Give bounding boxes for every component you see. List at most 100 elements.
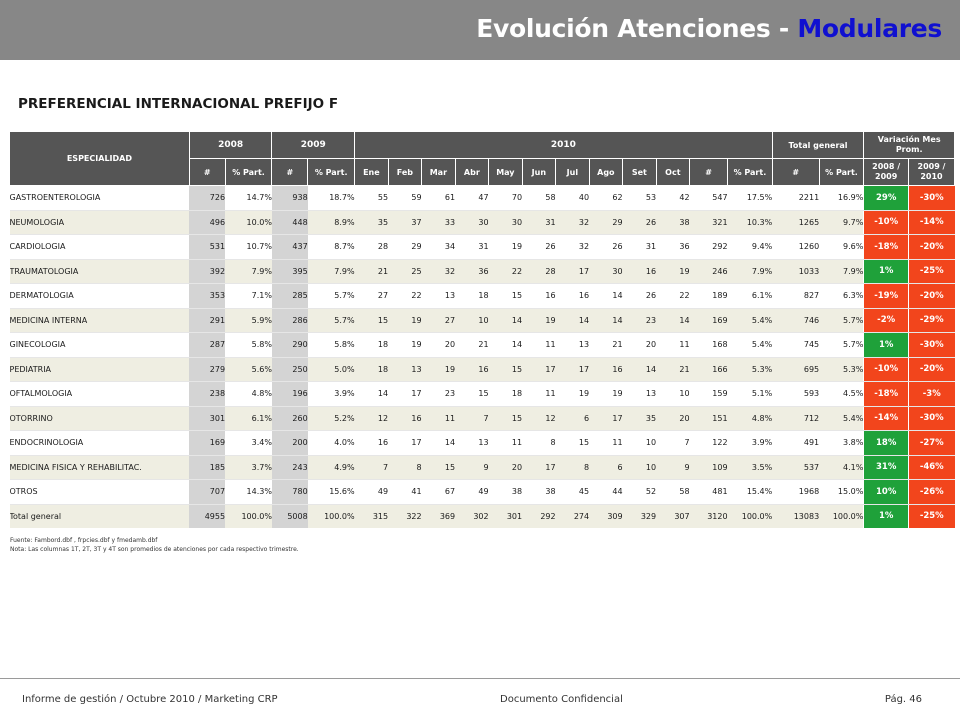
cell-var-2008-2009: -18% — [863, 234, 909, 260]
cell-month-oct: 9 — [656, 455, 690, 480]
cell-month-ene: 49 — [354, 479, 389, 505]
cell-total-count: 745 — [772, 332, 820, 358]
cell-month-abr: 47 — [455, 185, 489, 211]
cell-month-set: 52 — [622, 479, 657, 505]
cell-var-2008-2009: 18% — [863, 430, 909, 456]
cell-month-mar: 14 — [421, 430, 456, 456]
cell-month-mar: 67 — [421, 479, 456, 505]
cell-2008-pct: 5.8% — [225, 332, 272, 358]
col-variacion: Variación Mes Prom. — [863, 131, 955, 159]
cell-2009-pct: 18.7% — [307, 185, 355, 211]
cell-2009-count: 437 — [271, 234, 308, 260]
table-notes: Fuente: Fambord.dbf , frpcies.dbf y fmed… — [10, 536, 299, 554]
cell-total-count: 1968 — [772, 479, 820, 505]
cell-2010-pct: 3.9% — [727, 430, 773, 456]
cell-2009-count: 938 — [271, 185, 308, 211]
cell-month-jun: 11 — [522, 381, 556, 407]
cell-month-set: 35 — [622, 406, 657, 431]
cell-month-ago: 309 — [589, 503, 623, 528]
cell-month-jun: 11 — [522, 332, 556, 358]
cell-month-ene: 16 — [354, 430, 389, 456]
cell-2008-count: 707 — [189, 479, 226, 505]
cell-total-pct: 5.7% — [819, 308, 864, 333]
cell-var-2008-2009: 1% — [863, 503, 909, 528]
cell-2010-pct: 100.0% — [727, 503, 773, 528]
table-row: PEDIATRIA 279 5.6% 250 5.0% 18 13 19 16 15 17 17 16 1… — [9, 357, 955, 382]
cell-month-mar: 61 — [421, 185, 456, 211]
col-2010-pct: % Part. — [727, 158, 773, 186]
cell-month-ago: 14 — [589, 283, 623, 309]
cell-month-feb: 17 — [388, 430, 422, 456]
cell-month-ene: 18 — [354, 357, 389, 382]
cell-month-jul: 45 — [555, 479, 590, 505]
cell-var-2009-2010: -30% — [908, 406, 955, 431]
cell-month-oct: 38 — [656, 210, 690, 235]
cell-month-jul: 15 — [555, 430, 590, 456]
cell-month-oct: 22 — [656, 283, 690, 309]
cell-2010-count: 292 — [689, 234, 728, 260]
cell-2008-count: 4955 — [189, 503, 226, 528]
cell-total-count: 1265 — [772, 210, 820, 235]
cell-2010-count: 321 — [689, 210, 728, 235]
cell-month-ene: 55 — [354, 185, 389, 211]
cell-var-2008-2009: 29% — [863, 185, 909, 211]
cell-month-ene: 7 — [354, 455, 389, 480]
table-row: OTROS 707 14.3% 780 15.6% 49 41 67 49 38 38 45 44 52 5… — [9, 479, 955, 505]
cell-var-2008-2009: -18% — [863, 381, 909, 407]
cell-total-count: 746 — [772, 308, 820, 333]
col-month-abr: Abr — [454, 158, 490, 186]
page-title-main: Evolución Atenciones - — [476, 14, 798, 43]
cell-month-ene: 35 — [354, 210, 389, 235]
cell-var-2008-2009: -10% — [863, 210, 909, 235]
cell-2010-pct: 5.3% — [727, 357, 773, 382]
cell-month-set: 13 — [622, 381, 657, 407]
cell-month-may: 14 — [488, 308, 523, 333]
cell-2010-count: 122 — [689, 430, 728, 456]
cell-month-feb: 8 — [388, 455, 422, 480]
table-row: NEUMOLOGIA 496 10.0% 448 8.9% 35 37 33 30 30 31 32 2… — [9, 210, 955, 235]
cell-month-ene: 15 — [354, 308, 389, 333]
cell-2009-count: 5008 — [271, 503, 308, 528]
cell-2009-pct: 5.8% — [307, 332, 355, 358]
cell-2010-count: 159 — [689, 381, 728, 407]
cell-month-ene: 315 — [354, 503, 389, 528]
cell-var-2009-2010: -20% — [908, 357, 955, 382]
cell-month-ago: 62 — [589, 185, 623, 211]
cell-month-feb: 29 — [388, 234, 422, 260]
row-especialidad: DERMATOLOGIA — [9, 283, 190, 309]
cell-month-feb: 37 — [388, 210, 422, 235]
row-especialidad: GINECOLOGIA — [9, 332, 190, 358]
cell-month-oct: 19 — [656, 259, 690, 284]
cell-2008-count: 353 — [189, 283, 226, 309]
cell-month-jun: 19 — [522, 308, 556, 333]
cell-2009-pct: 4.0% — [307, 430, 355, 456]
cell-2009-pct: 15.6% — [307, 479, 355, 505]
cell-2010-pct: 4.8% — [727, 406, 773, 431]
cell-var-2008-2009: 10% — [863, 479, 909, 505]
table-row: OFTALMOLOGIA 238 4.8% 196 3.9% 14 17 23 15 18 11 19… — [9, 381, 955, 407]
cell-month-feb: 19 — [388, 308, 422, 333]
cell-month-may: 22 — [488, 259, 523, 284]
table-row: DERMATOLOGIA 353 7.1% 285 5.7% 27 22 13 18 15 16 16… — [9, 283, 955, 309]
cell-total-pct: 6.3% — [819, 283, 864, 309]
row-especialidad: ENDOCRINOLOGIA — [9, 430, 190, 456]
cell-2010-count: 481 — [689, 479, 728, 505]
cell-2008-pct: 100.0% — [225, 503, 272, 528]
cell-month-mar: 20 — [421, 332, 456, 358]
cell-month-mar: 34 — [421, 234, 456, 260]
cell-month-ago: 17 — [589, 406, 623, 431]
note-fuente: Fuente: Fambord.dbf , frpcies.dbf y fmed… — [10, 537, 158, 544]
table-row: ENDOCRINOLOGIA 169 3.4% 200 4.0% 16 17 14 13 11 8 1… — [9, 430, 955, 456]
cell-var-2008-2009: -14% — [863, 406, 909, 431]
col-month-feb: Feb — [387, 158, 423, 186]
cell-2010-pct: 10.3% — [727, 210, 773, 235]
cell-2008-pct: 5.9% — [225, 308, 272, 333]
cell-var-2008-2009: 1% — [863, 259, 909, 284]
cell-month-ago: 16 — [589, 357, 623, 382]
cell-total-pct: 4.5% — [819, 381, 864, 407]
row-especialidad: OTROS — [9, 479, 190, 505]
cell-2008-count: 392 — [189, 259, 226, 284]
cell-month-set: 20 — [622, 332, 657, 358]
row-especialidad: OFTALMOLOGIA — [9, 381, 190, 407]
cell-month-set: 53 — [622, 185, 657, 211]
